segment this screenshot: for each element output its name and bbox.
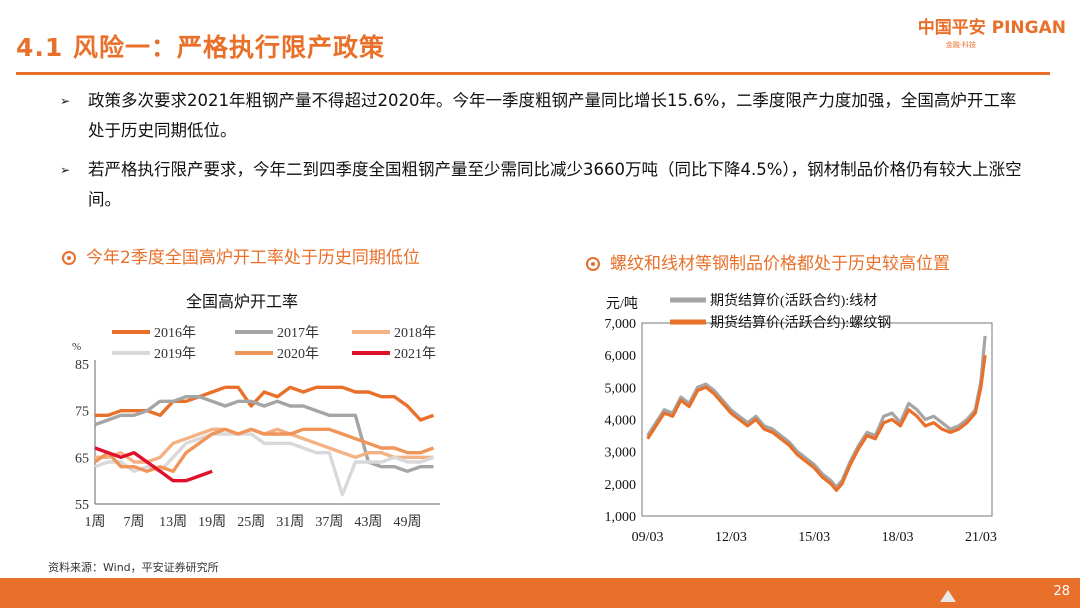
legend-label: 2016年 [154, 325, 196, 341]
left-heading-text: 今年2季度全国高炉开工率处于历史同期低位 [86, 248, 420, 268]
series-line-2017年 [94, 395, 434, 473]
bullet-arrow-icon: ➢ [60, 94, 71, 108]
footer-bar [0, 578, 1080, 608]
y-tick-label: 6,000 [605, 349, 637, 364]
y-tick-label: 1,000 [605, 510, 637, 525]
page-number: 28 [1053, 584, 1070, 599]
y-axis-unit: % [72, 341, 81, 353]
x-tick-label: 21/03 [965, 530, 997, 545]
right-section-heading: 螺纹和线材等钢制品价格都处于历史较高位置 [586, 249, 950, 274]
x-tick-label: 1周 [85, 515, 106, 530]
y-tick-label: 65 [75, 451, 89, 466]
legend-label: 2017年 [277, 325, 319, 341]
data-source-note: 资料来源：Wind，平安证券研究所 [48, 561, 219, 574]
bullet-point-1: ➢ 政策多次要求2021年粗钢产量不得超过2020年。今年一季度粗钢产量同比增长… [60, 86, 1028, 146]
bullet-point-2: ➢ 若严格执行限产要求，今年二到四季度全国粗钢产量至少需同比减少3660万吨（同… [60, 155, 1028, 215]
x-tick-label: 31周 [276, 515, 304, 530]
y-tick-label: 4,000 [605, 414, 637, 429]
y-tick-label: 7,000 [605, 317, 637, 332]
bullet-text-2: 若严格执行限产要求，今年二到四季度全国粗钢产量至少需同比减少3660万吨（同比下… [88, 160, 1022, 209]
y-tick-label: 3,000 [605, 446, 637, 461]
series-line-2020年 [94, 427, 435, 473]
legend-label: 2018年 [394, 325, 436, 341]
y-tick-label: 2,000 [605, 478, 637, 493]
x-tick-label: 09/03 [632, 530, 664, 545]
legend-label: 期货结算价(活跃合约):线材 [710, 292, 877, 309]
target-icon [586, 257, 600, 271]
y-axis-unit: 元/吨 [606, 296, 638, 312]
y-tick-label: 85 [75, 358, 89, 373]
y-tick-label: 75 [75, 405, 89, 420]
series-line-2019年 [94, 432, 435, 497]
blast-furnace-utilization-chart: 全国高炉开工率% 2016年 2017年 2018年 2019年 2020年 2021年 55… [72, 293, 440, 530]
bullet-arrow-icon: ➢ [60, 163, 71, 177]
left-section-heading: 今年2季度全国高炉开工率处于历史同期低位 [62, 243, 420, 268]
plot-frame [641, 322, 993, 517]
target-icon [62, 251, 76, 265]
series-line-期货结算价(活跃合约):线材 [646, 335, 987, 489]
legend-label: 期货结算价(活跃合约):螺纹钢 [710, 314, 891, 331]
bullet-text-1: 政策多次要求2021年粗钢产量不得超过2020年。今年一季度粗钢产量同比增长15… [88, 91, 1017, 140]
x-tick-label: 15/03 [798, 530, 830, 545]
brand-tagline: 金融·科技 [945, 41, 976, 49]
series-line-2021年 [94, 446, 213, 483]
x-tick-label: 49周 [393, 515, 421, 530]
x-tick-label: 12/03 [715, 530, 747, 545]
brand-logo: 中国平安 PINGAN 金融·科技 [918, 13, 1066, 50]
x-tick-label: 19周 [198, 515, 226, 530]
legend-label: 2019年 [154, 346, 196, 362]
chart-title: 全国高炉开工率 [186, 293, 298, 311]
x-tick-label: 37周 [315, 515, 343, 530]
x-tick-label: 7周 [124, 515, 145, 530]
x-tick-label: 43周 [354, 515, 382, 530]
series-line-期货结算价(活跃合约):螺纹钢 [646, 354, 987, 492]
y-tick-label: 5,000 [605, 381, 637, 396]
footer-mark-icon [940, 590, 956, 602]
right-heading-text: 螺纹和线材等钢制品价格都处于历史较高位置 [610, 254, 950, 274]
series-line-2016年 [95, 385, 435, 422]
title-divider [16, 72, 1050, 75]
x-tick-label: 13周 [159, 515, 187, 530]
slide-title: 4.1 风险一：严格执行限产政策 [16, 33, 385, 62]
legend-label: 2021年 [394, 346, 436, 362]
x-tick-label: 25周 [237, 515, 265, 530]
legend-label: 2020年 [277, 346, 319, 362]
steel-futures-price-chart: 元/吨 1,000 2,000 3,000 4,000 5,000 6,000 7,000 09… [605, 292, 997, 545]
x-tick-label: 18/03 [882, 530, 914, 545]
y-tick-label: 55 [75, 498, 89, 513]
brand-name: 中国平安 PINGAN [917, 18, 1066, 38]
